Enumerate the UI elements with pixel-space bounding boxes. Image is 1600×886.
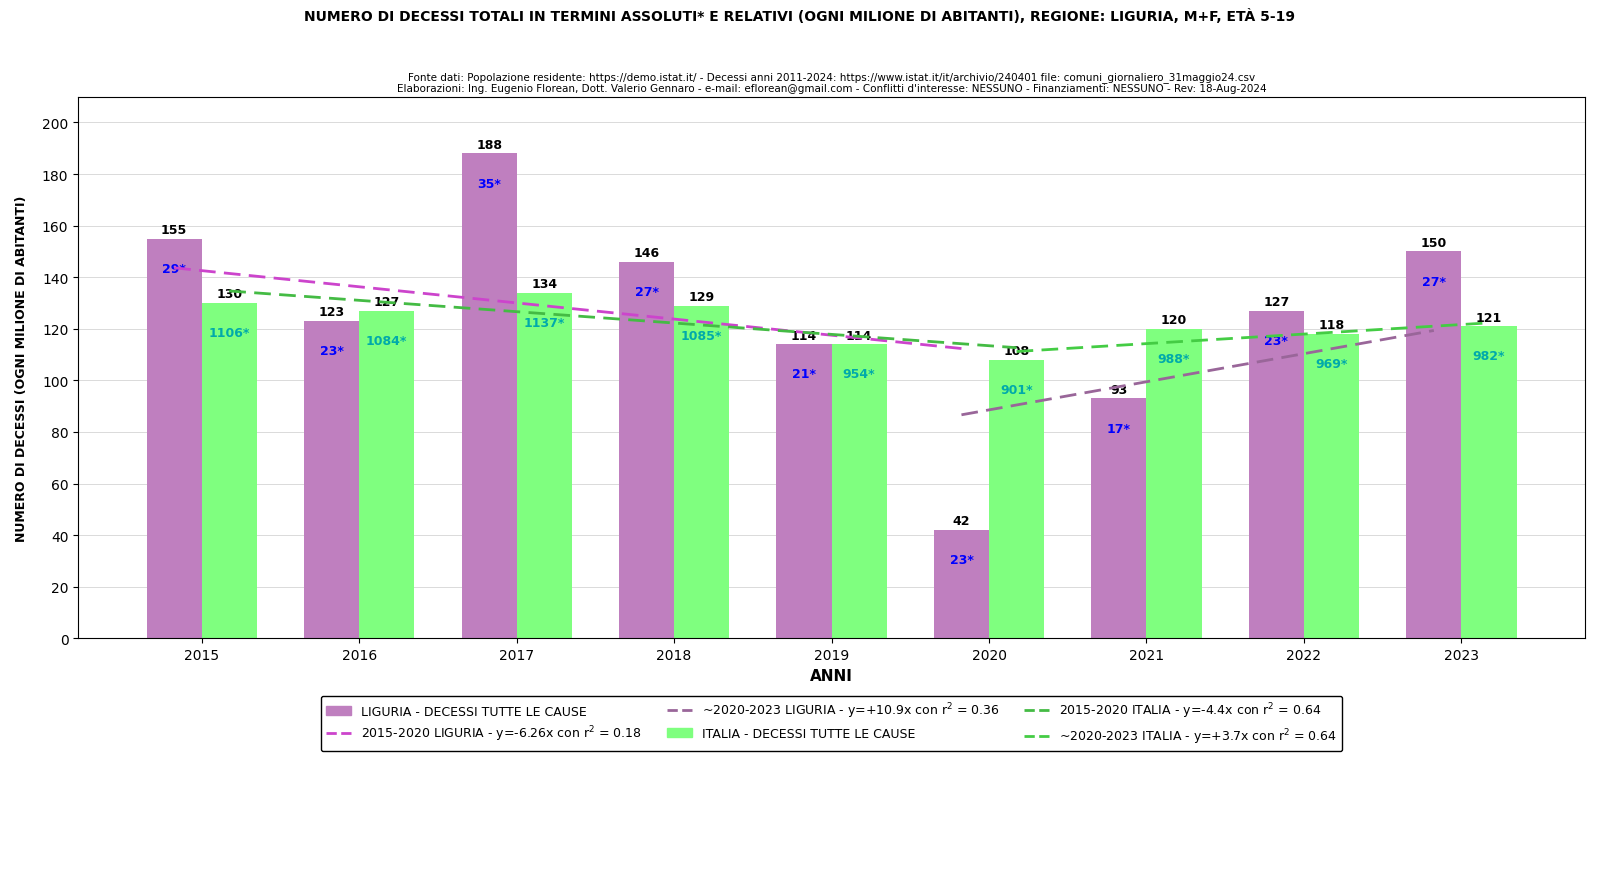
Text: 127: 127	[1264, 296, 1290, 309]
Text: 118: 118	[1318, 319, 1344, 332]
Bar	[1406, 253, 1461, 639]
Bar	[202, 304, 258, 639]
Text: 1106*: 1106*	[208, 327, 250, 339]
Bar	[619, 262, 674, 639]
Bar	[934, 531, 989, 639]
Text: 42: 42	[952, 515, 970, 528]
Bar	[832, 345, 886, 639]
Bar	[461, 154, 517, 639]
Text: 1085*: 1085*	[682, 330, 722, 342]
Text: 27*: 27*	[1422, 276, 1446, 288]
Text: 23*: 23*	[949, 554, 973, 566]
Bar	[1304, 335, 1358, 639]
Text: 123: 123	[318, 307, 344, 319]
X-axis label: ANNI: ANNI	[810, 668, 853, 683]
Text: 901*: 901*	[1000, 384, 1034, 396]
Bar	[1250, 311, 1304, 639]
Text: 188: 188	[477, 139, 502, 152]
Bar	[1461, 327, 1517, 639]
Bar	[989, 361, 1045, 639]
Y-axis label: NUMERO DI DECESSI (OGNI MILIONE DI ABITANTI): NUMERO DI DECESSI (OGNI MILIONE DI ABITA…	[14, 195, 29, 541]
Text: 121: 121	[1475, 311, 1502, 324]
Text: 134: 134	[531, 278, 557, 291]
Bar	[304, 322, 358, 639]
Text: 1084*: 1084*	[366, 335, 408, 347]
Text: 23*: 23*	[320, 345, 344, 358]
Bar	[674, 307, 730, 639]
Text: 969*: 969*	[1315, 358, 1347, 370]
Text: 150: 150	[1421, 237, 1446, 250]
Text: 146: 146	[634, 247, 659, 260]
Text: 120: 120	[1162, 314, 1187, 327]
Bar	[1091, 399, 1147, 639]
Text: 27*: 27*	[635, 285, 659, 299]
Text: 130: 130	[216, 288, 242, 301]
Text: 17*: 17*	[1107, 422, 1131, 435]
Text: 982*: 982*	[1472, 350, 1506, 363]
Text: 127: 127	[374, 296, 400, 309]
Bar	[517, 293, 571, 639]
Text: 988*: 988*	[1158, 353, 1190, 366]
Text: 155: 155	[162, 223, 187, 237]
Bar	[358, 311, 414, 639]
Bar	[1147, 330, 1202, 639]
Text: 114: 114	[790, 330, 818, 342]
Legend: LIGURIA - DECESSI TUTTE LE CAUSE, 2015-2020 LIGURIA - y=-6.26x con r$^2$ = 0.18,: LIGURIA - DECESSI TUTTE LE CAUSE, 2015-2…	[322, 696, 1342, 751]
Text: 29*: 29*	[162, 262, 186, 276]
Bar	[776, 345, 832, 639]
Text: 954*: 954*	[843, 368, 875, 381]
Text: 93: 93	[1110, 384, 1128, 396]
Text: 23*: 23*	[1264, 335, 1288, 347]
Text: 129: 129	[688, 291, 715, 304]
Text: 114: 114	[846, 330, 872, 342]
Title: Fonte dati: Popolazione residente: https://demo.istat.it/ - Decessi anni 2011-20: Fonte dati: Popolazione residente: https…	[397, 72, 1266, 94]
Text: 35*: 35*	[477, 177, 501, 190]
Text: 21*: 21*	[792, 368, 816, 381]
Text: 108: 108	[1003, 345, 1030, 358]
Text: NUMERO DI DECESSI TOTALI IN TERMINI ASSOLUTI* E RELATIVI (OGNI MILIONE DI ABITAN: NUMERO DI DECESSI TOTALI IN TERMINI ASSO…	[304, 9, 1296, 24]
Bar	[147, 239, 202, 639]
Text: 1137*: 1137*	[523, 316, 565, 330]
